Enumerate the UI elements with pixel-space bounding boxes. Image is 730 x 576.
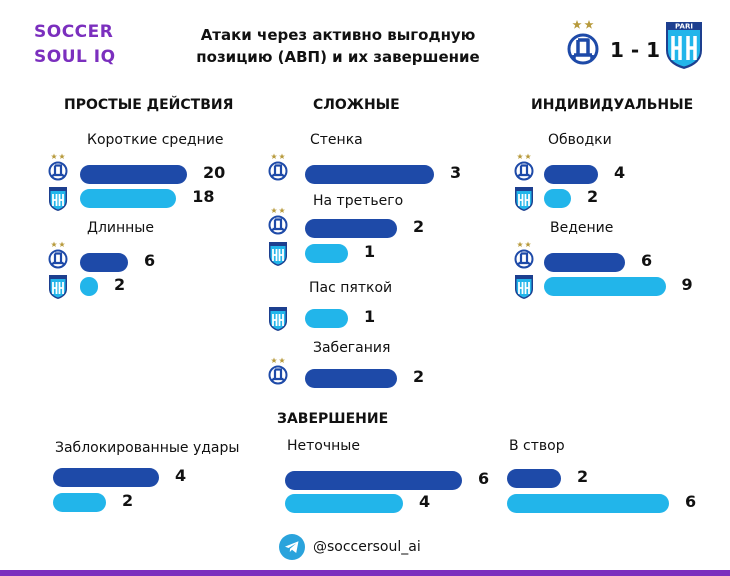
dynamo-logo-header (567, 20, 599, 65)
data-label-overlaps-dynamo: 2 (413, 367, 425, 386)
section-title-simple: ПРОСТЫЕ ДЕЙСТВИЯ (64, 97, 234, 113)
category-label-short-medium: Короткие средние (87, 132, 224, 148)
bar-on-target-dynamo (507, 468, 561, 488)
category-label-heel-pass: Пас пяткой (309, 280, 393, 296)
bar-inaccurate-pari (285, 493, 403, 513)
chart-title-line-2: позицию (АВП) и их завершение (196, 48, 480, 66)
dynamo-logo-third-man (268, 207, 288, 235)
data-label-short-medium-pari: 18 (192, 187, 215, 206)
category-label-overlaps: Забегания (313, 340, 391, 356)
category-label-inaccurate: Неточные (287, 438, 360, 454)
bar-short-medium-pari (80, 188, 177, 208)
section-title-individual: ИНДИВИДУАЛЬНЫЕ (531, 97, 694, 113)
category-label-on-target: В створ (509, 438, 565, 454)
pari-nn-logo-heel-pass (269, 307, 287, 331)
social-handle: @soccersoul_ai (313, 539, 421, 555)
category-label-carries: Ведение (550, 220, 614, 236)
data-label-heel-pass-pari: 1 (364, 307, 376, 326)
match-score: 1 - 1 (610, 38, 661, 62)
dynamo-logo-carries (514, 241, 534, 269)
data-label-dribbles-dynamo: 4 (614, 163, 626, 182)
bar-blocked-shots-dynamo (53, 467, 159, 487)
data-label-carries-dynamo: 6 (641, 251, 653, 270)
brand-line-1: SOCCER (34, 22, 114, 42)
pari-nn-logo-header: PARI (666, 22, 702, 69)
category-label-blocked-shots: Заблокированные удары (55, 440, 240, 456)
dynamo-logo-overlaps (268, 357, 288, 385)
data-label-third-man-pari: 1 (364, 242, 376, 261)
data-label-inaccurate-dynamo: 6 (478, 469, 490, 488)
bar-short-medium-dynamo (80, 164, 187, 184)
data-label-carries-pari: 9 (681, 275, 693, 294)
data-label-third-man-dynamo: 2 (413, 217, 425, 236)
pari-nn-logo-third-man (269, 242, 287, 266)
brand-logo: SOCCER SOUL IQ (34, 20, 116, 70)
data-label-long-pari: 2 (114, 275, 126, 294)
bar-on-target-pari (507, 493, 669, 513)
data-label-blocked-shots-pari: 2 (122, 491, 134, 510)
chart-title-line-1: Атаки через активно выгодную (200, 26, 476, 44)
bar-overlaps-dynamo (305, 368, 397, 388)
bar-carries-dynamo (544, 252, 625, 272)
bar-dribbles-dynamo (544, 164, 598, 184)
bar-inaccurate-dynamo (285, 470, 462, 490)
bar-long-pari (80, 276, 98, 296)
pari-nn-logo-dribbles (515, 187, 533, 211)
bar-carries-pari (544, 276, 666, 296)
section-title-finishing: ЗАВЕРШЕНИЕ (277, 411, 389, 427)
data-label-on-target-dynamo: 2 (577, 467, 589, 486)
footer-accent-bar (0, 570, 730, 576)
pari-badge-text: PARI (675, 23, 693, 31)
bar-third-man-dynamo (305, 218, 397, 238)
data-label-short-medium-dynamo: 20 (203, 163, 226, 182)
category-label-wall: Стенка (310, 132, 363, 148)
category-label-third-man: На третьего (313, 193, 404, 209)
chart-title: Атаки через активно выгодную позицию (АВ… (188, 24, 488, 68)
bar-wall-dynamo (305, 164, 434, 184)
data-label-wall-dynamo: 3 (450, 163, 462, 182)
pari-nn-logo-long (49, 275, 67, 299)
pari-nn-logo-short-medium (49, 187, 67, 211)
bar-long-dynamo (80, 252, 128, 272)
bar-third-man-pari (305, 243, 348, 263)
category-label-dribbles: Обводки (548, 132, 612, 148)
pari-nn-logo-carries (515, 275, 533, 299)
brand-line-2: SOUL IQ (34, 47, 116, 67)
data-label-long-dynamo: 6 (144, 251, 156, 270)
telegram-icon (279, 534, 305, 560)
data-label-dribbles-pari: 2 (587, 187, 599, 206)
bar-blocked-shots-pari (53, 492, 106, 512)
dynamo-logo-dribbles (514, 153, 534, 181)
data-label-blocked-shots-dynamo: 4 (175, 466, 187, 485)
bar-dribbles-pari (544, 188, 571, 208)
category-label-long: Длинные (87, 220, 154, 236)
section-title-complex: СЛОЖНЫЕ (313, 97, 400, 113)
dynamo-logo-short-medium (48, 153, 68, 181)
bar-heel-pass-pari (305, 308, 348, 328)
data-label-on-target-pari: 6 (685, 492, 697, 511)
dynamo-logo-long (48, 241, 68, 269)
data-label-inaccurate-pari: 4 (419, 492, 431, 511)
dynamo-logo-wall (268, 153, 288, 181)
